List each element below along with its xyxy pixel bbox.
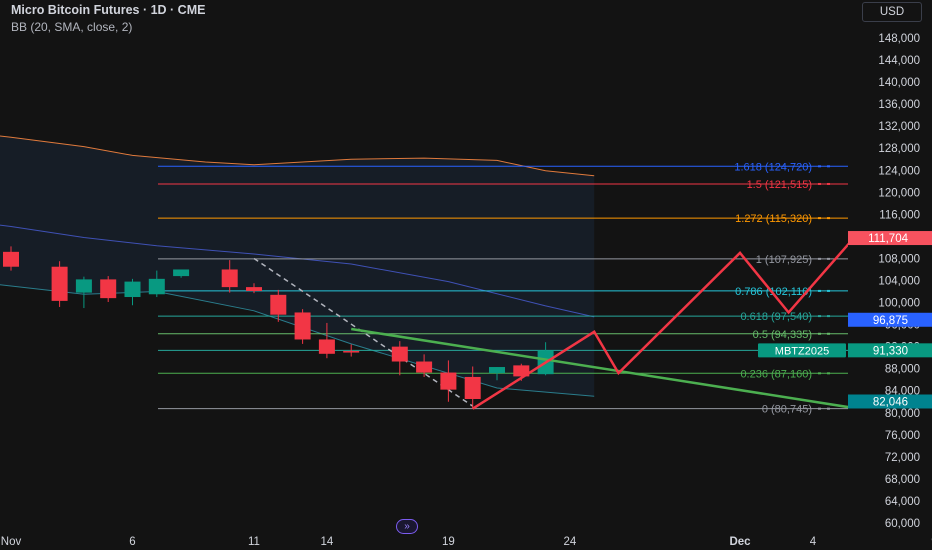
channel-dashed-line [253, 257, 474, 407]
bollinger-band-fill [0, 135, 595, 397]
fib-level-tick [818, 332, 821, 335]
y-tick-label: 104,000 [878, 276, 920, 288]
x-tick-label: 4 [810, 536, 817, 548]
fib-level-label: 1.272 (115,320) [735, 213, 812, 225]
candle-body [173, 269, 190, 277]
candle-body [124, 281, 141, 298]
candle-body [270, 294, 287, 315]
fib-level-tick [818, 372, 821, 375]
y-tick-label: 88,000 [885, 364, 920, 376]
y-tick-label: 140,000 [878, 77, 920, 89]
candle-body [148, 278, 165, 295]
bollinger-upper-line [0, 135, 595, 177]
fib-level-tick [818, 289, 821, 292]
fib-level-tick [818, 257, 821, 260]
candle-body [489, 367, 505, 374]
x-tick-label: 24 [564, 536, 577, 548]
fib-level-tick [818, 315, 821, 318]
y-tick-label: 72,000 [885, 452, 920, 464]
y-tick-label: 124,000 [878, 165, 920, 177]
fib-level-tick [818, 165, 821, 168]
candle-body [343, 351, 360, 353]
candle-body [221, 269, 238, 288]
candle-body [440, 372, 457, 390]
chart-title: Micro Bitcoin Futures · 1D · CME [11, 3, 206, 17]
symbol-tag [758, 343, 846, 358]
double-chevron-right-icon[interactable]: » [396, 519, 418, 534]
y-tick-label: 116,000 [879, 209, 920, 221]
projection-path [472, 242, 848, 410]
fib-level-label: 0.236 (87,160) [740, 368, 812, 380]
price-axis-tag-label: 82,046 [873, 396, 908, 408]
fib-level-tick [827, 315, 830, 318]
y-tick-label: 144,000 [878, 55, 920, 67]
candle-body [100, 279, 117, 299]
price-axis-tag-label: 111,704 [868, 233, 908, 245]
fib-level-tick [827, 372, 830, 375]
currency-button[interactable]: USD [862, 2, 922, 22]
fib-level-label: 1 (107,925) [756, 254, 812, 266]
fib-level-tick [827, 407, 830, 410]
candle-body [294, 312, 311, 340]
y-tick-label: 64,000 [885, 496, 920, 508]
candle-body [391, 346, 408, 362]
y-tick-label: 100,000 [878, 298, 920, 310]
fib-level-label: 0 (80,745) [762, 404, 812, 416]
y-tick-label: 136,000 [878, 99, 920, 111]
fib-level-label: 0.618 (97,540) [740, 311, 812, 323]
price-axis-tag [848, 312, 932, 327]
y-tick-label: 148,000 [878, 33, 920, 45]
symbol-tag-label: MBTZ2025 [775, 345, 829, 357]
candle-body [416, 361, 433, 373]
fib-level-label: 0.786 (102,110) [735, 286, 812, 298]
x-tick-label: 11 [248, 536, 260, 548]
fib-level-tick [827, 332, 830, 335]
fib-level-tick [818, 407, 821, 410]
plot-area: 0 (80,745)0.236 (87,160)0.3820.5 (94,335… [0, 135, 848, 416]
fib-level-tick [827, 217, 830, 220]
candle-body [318, 339, 335, 354]
y-tick-label: 80,000 [885, 408, 920, 420]
y-tick-label: 128,000 [878, 143, 920, 155]
indicator-legend[interactable]: BB (20, SMA, close, 2) [11, 20, 133, 34]
fib-level-tick [827, 165, 830, 168]
fib-level-tick [827, 182, 830, 185]
candle-body [51, 266, 68, 301]
x-tick-label: 14 [321, 536, 334, 548]
fib-level-label: 0.5 (94,335) [753, 329, 812, 341]
x-tick-label: Nov [1, 536, 22, 548]
fib-level-tick [827, 289, 830, 292]
price-axis-tag [848, 231, 932, 246]
candle-body [246, 287, 262, 291]
fib-level-tick [818, 217, 821, 220]
x-tick-label: Dec [729, 536, 751, 548]
fib-level-label: 1.618 (124,720) [734, 161, 812, 173]
y-tick-label: 76,000 [885, 430, 920, 442]
price-axis-tag-label: 96,875 [873, 315, 908, 327]
y-tick-label: 108,000 [878, 253, 920, 265]
candle-body [513, 365, 530, 377]
x-tick-label: 19 [442, 536, 455, 548]
fib-level-tick [827, 257, 830, 260]
y-tick-label: 132,000 [878, 121, 920, 133]
price-axis-tag-label: 91,330 [873, 345, 908, 357]
y-tick-label: 120,000 [878, 187, 920, 199]
candle-body [3, 251, 19, 267]
y-tick-label: 60,000 [885, 518, 920, 530]
trendline [351, 327, 848, 409]
fib-level-tick [818, 182, 821, 185]
x-tick-label: 6 [129, 536, 135, 548]
fib-level-label: 1.5 (121,515) [747, 179, 812, 191]
y-tick-label: 68,000 [885, 474, 920, 486]
price-axis-tag [848, 343, 932, 358]
price-axis-tag [848, 394, 932, 409]
candle-body [75, 279, 92, 293]
candle-body [464, 376, 481, 399]
bollinger-basis-line [0, 224, 595, 318]
